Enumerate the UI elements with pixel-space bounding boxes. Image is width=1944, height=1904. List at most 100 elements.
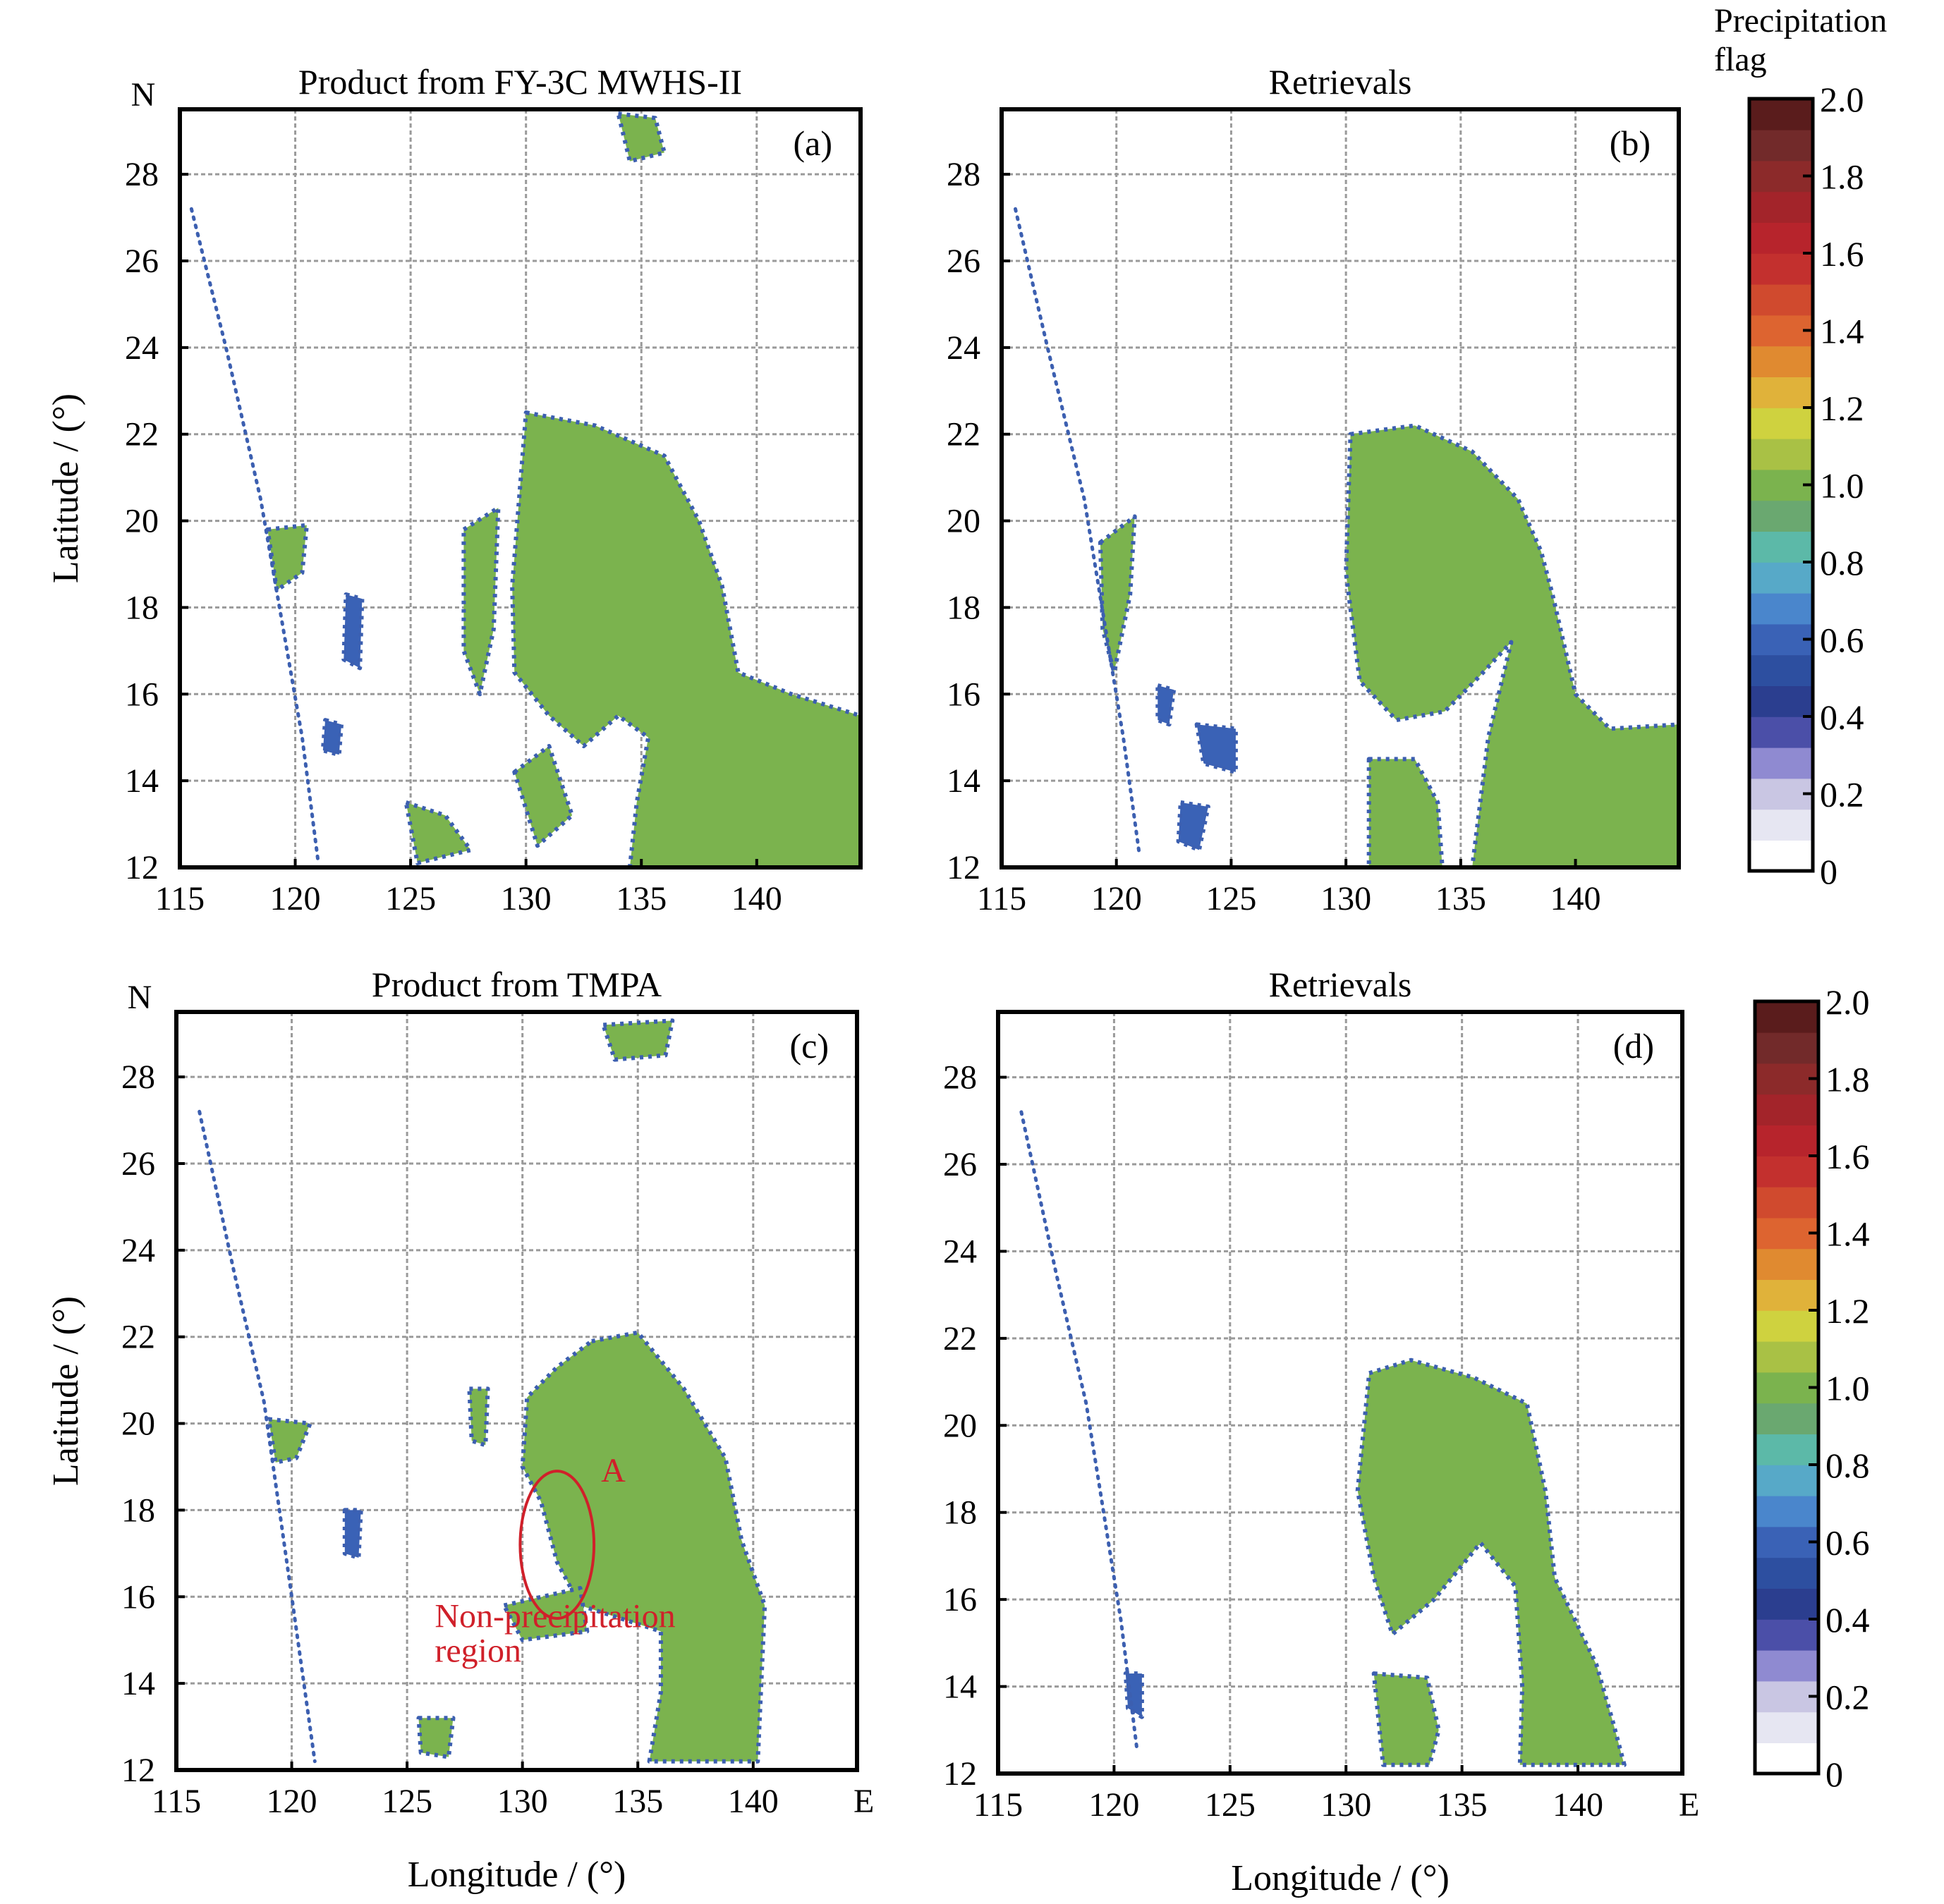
colorbar-swatch [1755,1063,1818,1095]
plot-area [1002,109,1679,867]
precip-region [403,800,473,865]
precip-region [1155,683,1177,727]
y-tick-label: 18 [947,589,980,626]
panel-title: Product from FY-3C MWHS-II [298,62,742,102]
y-tick-label: 26 [125,243,159,280]
annotation-note: region [435,1632,521,1669]
colorbar-tick-label: 0 [1820,852,1837,891]
x-tick-label: 135 [612,1783,663,1820]
colorbar-tick-label: 1.8 [1825,1060,1870,1099]
precip-region [520,1330,767,1764]
x-tick-label: 125 [385,880,436,917]
y-tick-label: 14 [947,762,980,800]
x-tick-label: 120 [1091,880,1142,917]
colorbar-swatch [1755,1649,1818,1682]
colorbar-2: 0 0.2 0.4 0.6 0.8 1.0 1.2 1.4 1.6 1.8 2.0 [1753,982,1870,1794]
x-tick-label: 120 [267,1783,317,1820]
colorbar-swatch [1749,377,1813,408]
x-tick-label: 135 [616,880,667,917]
colorbar-swatch [1749,99,1813,130]
precip-region [467,1386,490,1448]
colorbar-swatch [1749,531,1813,563]
colorbar-swatch [1755,1619,1818,1651]
precip-region [1371,1671,1441,1767]
y-tick-label: 12 [121,1752,155,1789]
colorbar-swatch [1749,222,1813,254]
panel-label: (c) [790,1026,830,1066]
scan-edge [198,1109,317,1764]
colorbar-swatch [1755,1743,1818,1774]
colorbar-swatch [1749,778,1813,810]
colorbar-title: Precipitation [1714,2,1887,39]
y-tick-label: 24 [125,329,159,367]
colorbar-swatch [1749,592,1813,625]
colorbar-tick-label: 0.2 [1825,1678,1870,1717]
x-tick-label: 125 [1205,1786,1256,1824]
x-tick-label: 120 [270,880,321,917]
colorbar-swatch [1755,1680,1818,1713]
y-tick-label: 20 [121,1405,155,1443]
y-tick-label: 14 [943,1668,977,1706]
y-tick-label: 18 [943,1494,977,1532]
precip-region [342,1508,363,1560]
scan-edge [1019,1110,1139,1754]
y-tick-label: 28 [947,156,980,193]
colorbar-swatch [1755,1372,1818,1404]
precip-region [266,1417,312,1465]
colorbar-swatch [1749,562,1813,594]
colorbar-tick-label: 1.4 [1825,1214,1870,1254]
plot-frame [1000,107,1681,869]
colorbar-swatch [1749,283,1813,316]
colorbar-swatch [1749,623,1813,656]
colorbar-swatch [1755,1310,1818,1342]
colorbar-swatch [1755,1186,1818,1219]
colorbar-swatch [1749,685,1813,717]
y-tick-label: 16 [125,676,159,713]
colorbar-swatch [1755,1279,1818,1311]
precip-region [1194,722,1238,774]
colorbar-swatch [1749,315,1813,347]
precip-region [512,744,575,848]
y-tick-label: 28 [943,1059,977,1097]
x-tick-label: 115 [152,1783,201,1820]
colorbar-tick-label: 1.6 [1825,1137,1870,1176]
colorbar-swatch [1749,408,1813,439]
x-tick-label: 115 [977,880,1026,917]
colorbar-swatch [1755,1125,1818,1157]
y-tick-label: 12 [125,849,159,886]
colorbar-swatch [1755,1403,1818,1434]
colorbar-tick-label: 2.0 [1825,982,1870,1022]
colorbar-tick-label: 0.4 [1825,1600,1870,1640]
scan-edge [1014,207,1141,857]
plot-frame [996,1010,1684,1776]
annotation-label: A [601,1452,626,1489]
colorbar-swatch [1755,1032,1818,1064]
y-tick-label: 12 [943,1755,977,1793]
y-tick-label: 16 [943,1581,977,1618]
precip-region [616,111,667,164]
y-tick-label: 16 [121,1578,155,1616]
north-label: N [128,979,152,1016]
colorbar-swatch [1749,809,1813,841]
east-label: E [1679,1786,1699,1824]
annotation-note: Non-precipitation [435,1597,675,1635]
colorbar-swatch [1755,1001,1818,1033]
x-tick-label: 120 [1088,1786,1139,1824]
colorbar-swatch [1749,840,1813,872]
colorbar-tick-label: 2.0 [1820,80,1864,119]
panel-label: (a) [794,123,833,163]
y-tick-label: 24 [121,1232,155,1269]
panel-label: (b) [1610,123,1651,163]
colorbar-tick-label: 0.6 [1820,621,1864,660]
east-label: E [853,1783,874,1820]
x-tick-label: 140 [1553,1786,1603,1824]
x-tick-label: 125 [382,1783,432,1820]
colorbar-swatch [1749,191,1813,223]
plot-frame [178,107,863,869]
colorbar-tick-label: 1.0 [1820,466,1864,506]
scan-edge [189,207,320,865]
x-tick-label: 115 [973,1786,1023,1824]
y-tick-label: 24 [943,1233,977,1270]
y-tick-label: 18 [121,1491,155,1529]
